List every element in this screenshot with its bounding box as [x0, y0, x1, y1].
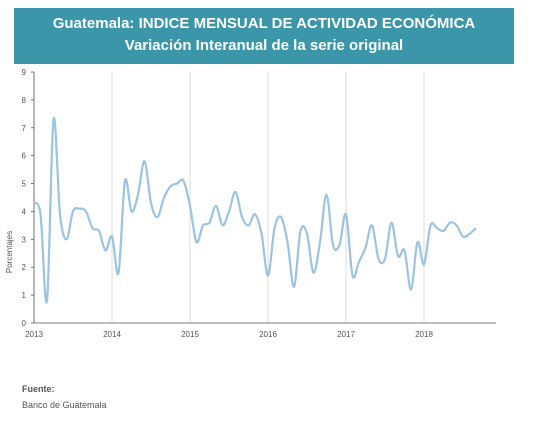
x-tick-label: 2016 — [259, 330, 277, 339]
x-tick-label: 2014 — [103, 330, 121, 339]
chart-title-banner: Guatemala: INDICE MENSUAL DE ACTIVIDAD E… — [14, 8, 514, 64]
x-tick-label: 2013 — [25, 330, 43, 339]
grid-layer — [33, 72, 425, 323]
y-tick-label: 7 — [22, 124, 27, 133]
y-tick-label: 8 — [22, 96, 27, 105]
x-tick-label: 2017 — [337, 330, 355, 339]
x-tick-label: 2018 — [415, 330, 433, 339]
y-tick-label: 9 — [22, 68, 27, 77]
y-tick-label: 3 — [22, 235, 27, 244]
y-axis-label: Porcentajes — [5, 231, 14, 273]
x-tick-label: 2015 — [181, 330, 199, 339]
y-tick-label: 1 — [22, 291, 27, 300]
y-tick-label: 2 — [22, 263, 27, 272]
y-tick-label: 4 — [22, 207, 27, 216]
y-tick-label: 5 — [22, 180, 27, 189]
y-tick-label: 6 — [22, 152, 27, 161]
chart-title: Guatemala: INDICE MENSUAL DE ACTIVIDAD E… — [52, 15, 476, 32]
line-chart: 2013 2014 2015 2016 2017 2018 0 1 2 3 4 5 6 7 8 9 Porce… — [5, 68, 496, 339]
source-label: Fuente: — [22, 384, 55, 394]
chart-subtitle: Variación Interanual de la serie origina… — [124, 37, 404, 54]
y-tick-label: 0 — [22, 319, 27, 328]
series-layer — [33, 116, 477, 304]
source-value: Banco de Guatemala — [22, 400, 107, 410]
axis-layer: 2013 2014 2015 2016 2017 2018 0 1 2 3 4 5 6 7 8 9 — [22, 68, 496, 339]
series-line — [33, 116, 477, 304]
